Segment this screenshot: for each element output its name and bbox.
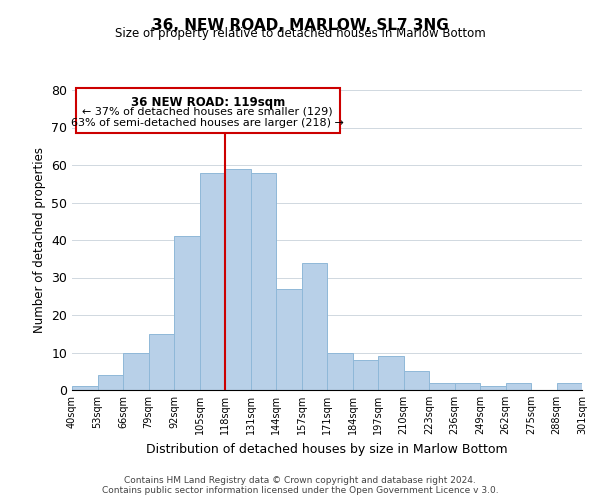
Bar bbox=[429, 382, 455, 390]
Text: Contains public sector information licensed under the Open Government Licence v : Contains public sector information licen… bbox=[101, 486, 499, 495]
Bar bbox=[327, 352, 353, 390]
Text: 36 NEW ROAD: 119sqm: 36 NEW ROAD: 119sqm bbox=[131, 96, 285, 108]
Bar bbox=[378, 356, 404, 390]
Bar bbox=[174, 236, 199, 390]
Y-axis label: Number of detached properties: Number of detached properties bbox=[32, 147, 46, 333]
Bar bbox=[276, 289, 302, 390]
Bar bbox=[404, 371, 429, 390]
Text: ← 37% of detached houses are smaller (129): ← 37% of detached houses are smaller (12… bbox=[82, 107, 333, 117]
Text: Size of property relative to detached houses in Marlow Bottom: Size of property relative to detached ho… bbox=[115, 28, 485, 40]
Bar bbox=[199, 172, 225, 390]
Bar bbox=[149, 334, 174, 390]
Bar bbox=[72, 386, 97, 390]
Text: 36, NEW ROAD, MARLOW, SL7 3NG: 36, NEW ROAD, MARLOW, SL7 3NG bbox=[152, 18, 448, 32]
Bar bbox=[353, 360, 378, 390]
Bar bbox=[455, 382, 480, 390]
X-axis label: Distribution of detached houses by size in Marlow Bottom: Distribution of detached houses by size … bbox=[146, 442, 508, 456]
Bar bbox=[302, 262, 327, 390]
Bar bbox=[251, 172, 276, 390]
Bar bbox=[557, 382, 582, 390]
Bar bbox=[123, 352, 149, 390]
Bar bbox=[480, 386, 505, 390]
Bar bbox=[97, 375, 123, 390]
Bar bbox=[505, 382, 531, 390]
Bar bbox=[225, 169, 251, 390]
Text: Contains HM Land Registry data © Crown copyright and database right 2024.: Contains HM Land Registry data © Crown c… bbox=[124, 476, 476, 485]
Text: 63% of semi-detached houses are larger (218) →: 63% of semi-detached houses are larger (… bbox=[71, 118, 344, 128]
Bar bbox=[76, 88, 340, 133]
